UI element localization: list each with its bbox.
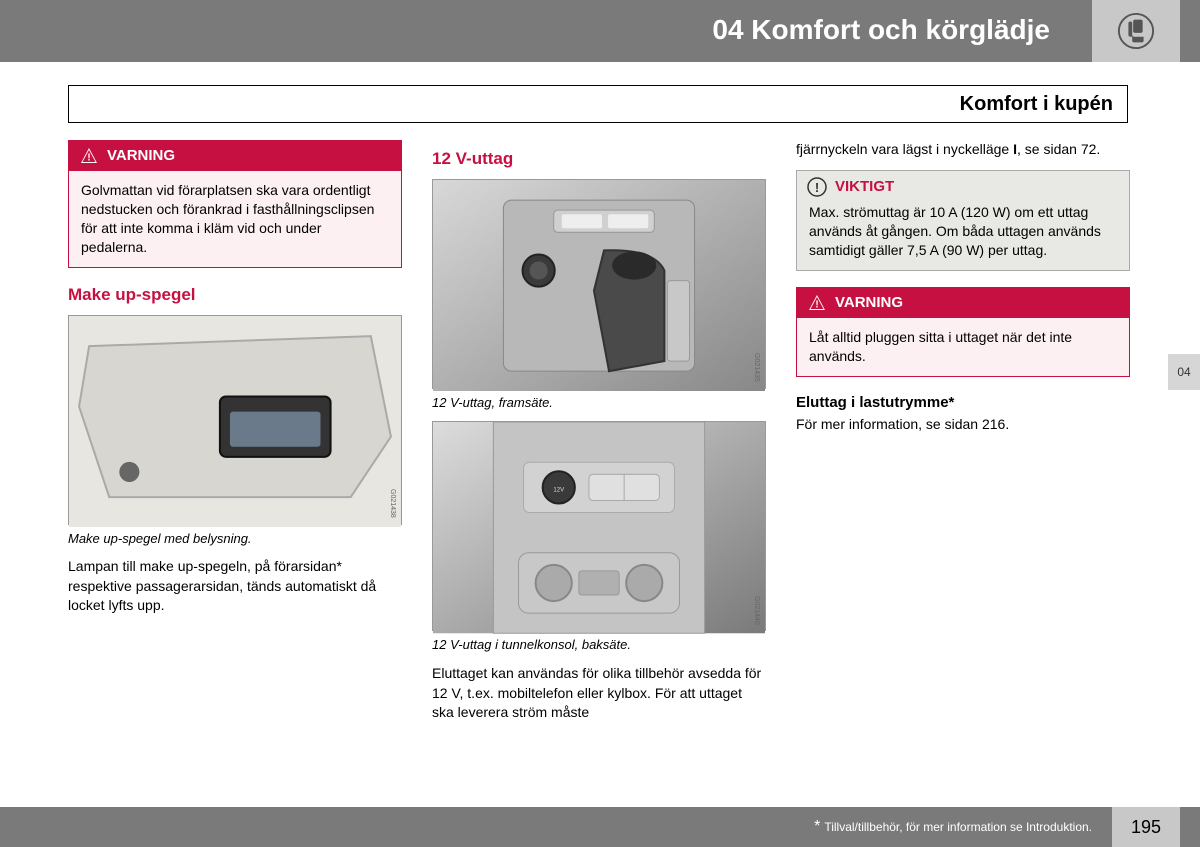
photo-ref-3: G021440 [752,596,761,625]
page-subtitle: Komfort i kupén [960,93,1113,116]
col2-body-text: Eluttaget kan användas för olika tillbeh… [432,664,766,723]
page-number: 195 [1112,807,1180,847]
photo-ref-1: G021438 [388,489,397,518]
warning-body: Golvmattan vid förarplatsen ska vara ord… [69,171,401,267]
important-header: ! VIKTIGT [797,170,1129,199]
subtitle-box: Komfort i kupén [68,85,1128,123]
cargo-outlet-heading: Eluttag i lastutrymme* [796,393,1130,413]
chapter-header-bar: 04 Komfort och körglädje [0,0,1200,62]
svg-text:!: ! [87,153,90,164]
cargo-outlet-body: För mer information, se sidan 216. [796,415,1130,435]
column-3: fjärrnyckeln vara lägst i nyckelläge I, … [796,140,1130,781]
important-box: ! VIKTIGT Max. strömuttag är 10 A (120 W… [796,170,1130,271]
footnote-text: Tillval/tillbehör, för mer information s… [824,820,1092,834]
content-area: ! VARNING Golvmattan vid förarplatsen sk… [68,140,1130,781]
warning-label: VARNING [107,146,175,166]
rear-12v-photo: 12V G021440 [432,421,766,631]
section-heading-makeup: Make up-spegel [68,284,402,307]
important-body: Max. strömuttag är 10 A (120 W) om ett u… [797,199,1129,270]
side-tab: 04 [1168,354,1200,390]
footnote-star-icon: * [814,818,820,836]
column-2: 12 V-uttag G021435 [432,140,766,781]
warning-header: ! VARNING [69,141,401,171]
col3-intro: fjärrnyckeln vara lägst i nyckelläge I, … [796,140,1130,160]
svg-text:12V: 12V [553,488,564,494]
warning-box-2: ! VARNING Låt alltid pluggen sitta i utt… [796,287,1130,377]
front-12v-caption: 12 V-uttag, framsäte. [432,394,766,412]
warning-body-2: Låt alltid pluggen sitta i uttaget när d… [797,318,1129,376]
rear-12v-caption: 12 V-uttag i tunnelkonsol, baksäte. [432,636,766,654]
makeup-mirror-photo: G021438 [68,315,402,525]
svg-text:!: ! [815,180,819,195]
front-12v-photo: G021435 [432,179,766,389]
seat-icon [1117,12,1155,50]
chapter-title: 04 Komfort och körglädje [712,14,1050,46]
footer-bar: * Tillval/tillbehör, för mer information… [0,807,1200,847]
section-heading-12v: 12 V-uttag [432,148,766,171]
warning-box-1: ! VARNING Golvmattan vid förarplatsen sk… [68,140,402,268]
warning-header-2: ! VARNING [797,288,1129,318]
important-icon: ! [807,177,827,197]
side-tab-label: 04 [1177,365,1190,379]
warning-label-2: VARNING [835,293,903,313]
column-1: ! VARNING Golvmattan vid förarplatsen sk… [68,140,402,781]
makeup-photo-caption: Make up-spegel med belysning. [68,530,402,548]
warning-triangle-icon-2: ! [807,293,827,313]
important-label: VIKTIGT [835,177,894,197]
chapter-icon-box [1092,0,1180,62]
makeup-body-text: Lampan till make up-spegeln, på förarsid… [68,557,402,616]
warning-triangle-icon: ! [79,146,99,166]
photo-ref-2: G021435 [752,353,761,382]
svg-text:!: ! [815,299,818,310]
